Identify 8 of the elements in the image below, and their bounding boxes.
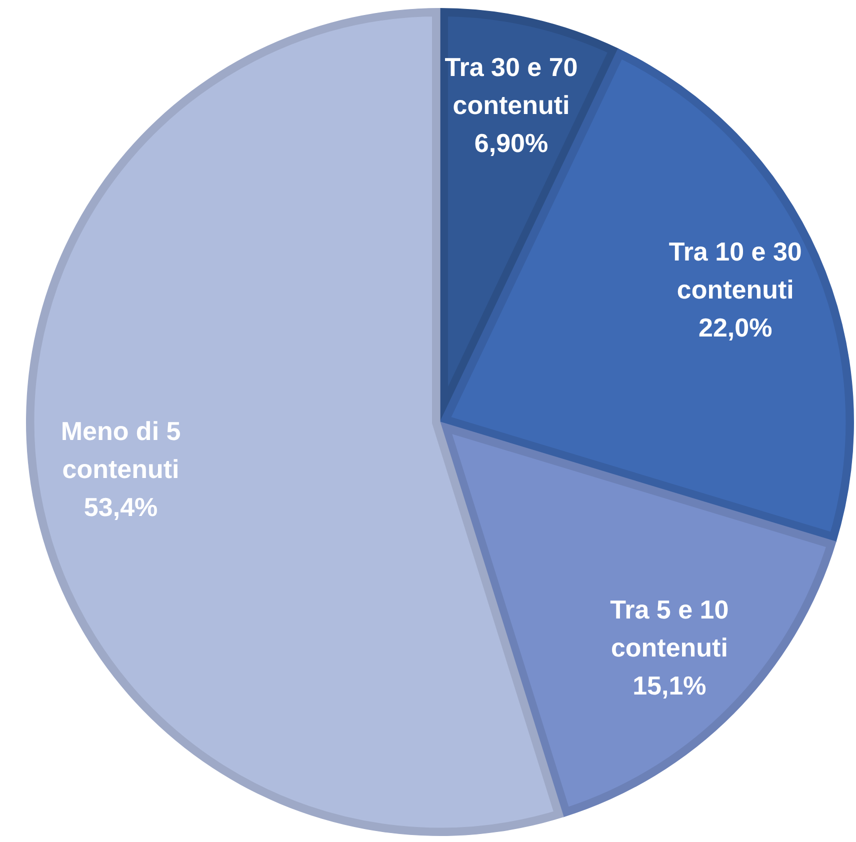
- data-label: 22,0%: [698, 312, 772, 343]
- slice-label: Tra 10 e 30 contenuti: [668, 236, 802, 305]
- data-label: 53,4%: [84, 492, 158, 522]
- data-label: 6,90%: [474, 128, 548, 158]
- slice-label: Tra 30 e 70 contenuti: [444, 52, 578, 120]
- slice-label: Tra 5 e 10 contenuti: [610, 594, 729, 662]
- data-label: 15,1%: [632, 670, 706, 700]
- slice-label: Meno di 5 contenuti: [60, 416, 181, 484]
